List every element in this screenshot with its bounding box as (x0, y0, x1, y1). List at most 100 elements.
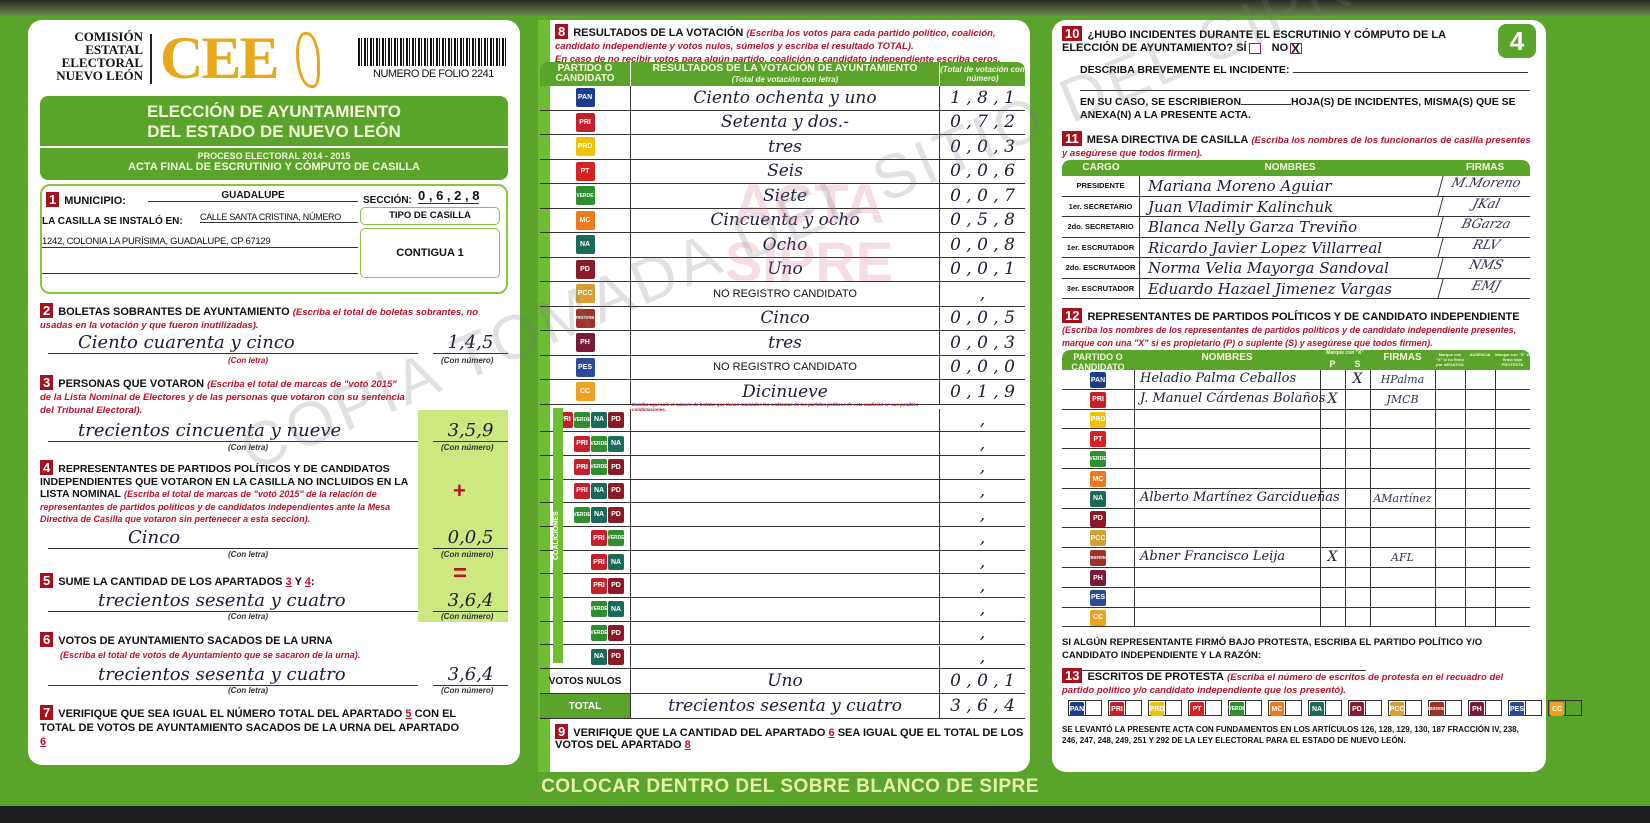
official-name[interactable]: Blanca Nelly Garza Treviño (1148, 218, 1358, 236)
official-name[interactable]: Eduardo Hazael Jimenez Vargas (1148, 279, 1392, 298)
official-name[interactable]: Juan Vladimir Kalinchuk (1148, 197, 1334, 216)
escrito-count[interactable] (1205, 701, 1221, 715)
escrito-box-cc[interactable]: CC (1548, 700, 1582, 716)
number-cell[interactable]: , (940, 646, 1025, 669)
escrito-box-pcc[interactable]: PCC (1388, 700, 1422, 716)
escrito-box-mc[interactable]: MC (1268, 700, 1302, 716)
number-cell[interactable]: 0 , 1 , 9 (940, 380, 1025, 404)
escrito-box-pan[interactable]: PAN (1068, 700, 1102, 716)
letter-cell[interactable] (631, 645, 940, 669)
escrito-count[interactable] (1445, 701, 1461, 715)
escrito-box-pd[interactable]: PD (1348, 700, 1382, 716)
letter-cell[interactable] (631, 432, 940, 455)
letter-cell[interactable] (631, 503, 940, 526)
number-cell[interactable]: 0 , 0 , 0 (940, 356, 1025, 380)
letter-cell[interactable] (631, 574, 940, 598)
letter-cell[interactable]: NO REGISTRO CANDIDATO (631, 355, 940, 379)
escrito-box-verde[interactable]: VERDE (1228, 700, 1262, 716)
number-cell[interactable]: , (940, 409, 1025, 432)
number-cell[interactable]: , (940, 282, 1025, 306)
letter-cell[interactable]: Seis (631, 159, 940, 183)
representante-row: NA Alberto Martínez Garcidueñas AMartínez (1062, 488, 1530, 509)
letter-cell[interactable]: Uno (631, 257, 940, 281)
number-cell[interactable]: 0 , 0 , 6 (940, 160, 1025, 184)
incident-field-line-2[interactable] (1080, 90, 1530, 91)
number-cell[interactable]: , (940, 480, 1025, 503)
representante-name[interactable]: Heladio Palma Ceballos (1140, 371, 1297, 386)
number-cell[interactable]: , (940, 527, 1025, 550)
escrito-count[interactable] (1125, 701, 1141, 715)
incident-field[interactable] (1293, 72, 1529, 73)
number-cell[interactable]: 0 , 5 , 8 (940, 209, 1025, 233)
representante-name[interactable]: J. Manuel Cárdenas Bolaños (1140, 390, 1326, 406)
letter-cell[interactable] (631, 479, 940, 503)
escrito-count[interactable] (1085, 701, 1101, 715)
number-cell[interactable]: , (940, 432, 1025, 455)
number-cell[interactable]: 0 , 0 , 3 (940, 135, 1025, 159)
letter-cell[interactable]: Ocho (631, 233, 940, 257)
letter-cell[interactable]: NO REGISTRO CANDIDATO (631, 282, 940, 306)
letter-cell[interactable]: Ciento ochenta y uno (631, 86, 940, 110)
official-name[interactable]: Ricardo Javier Lopez Villarreal (1148, 238, 1383, 257)
letter-cell[interactable]: trecientos sesenta y cuatro (631, 694, 940, 719)
number-cell[interactable]: , (940, 574, 1025, 597)
result-row: PAN Ciento ochenta y uno 1 , 8 , 1 (540, 86, 1025, 111)
mark-p[interactable]: X (1327, 390, 1338, 407)
letter-cell[interactable]: tres (631, 135, 940, 159)
number-cell[interactable]: , (940, 598, 1025, 621)
number-cell[interactable]: , (940, 456, 1025, 479)
letter-cell[interactable] (631, 621, 940, 645)
letter-cell[interactable]: Uno (631, 669, 940, 694)
no-checkbox[interactable]: X (1290, 42, 1303, 55)
escrito-box-prd[interactable]: PRD (1148, 700, 1182, 716)
si-checkbox[interactable] (1248, 42, 1261, 54)
escrito-count[interactable] (1405, 701, 1421, 715)
letter-cell[interactable] (631, 408, 940, 432)
number-cell[interactable]: , (940, 503, 1025, 526)
protesta-field[interactable] (1066, 670, 1366, 671)
escrito-box-na[interactable]: NA (1308, 700, 1342, 716)
letter-cell[interactable] (631, 527, 940, 550)
number-cell[interactable]: , (940, 551, 1025, 574)
number-cell[interactable]: 0 , 0 , 1 (940, 669, 1025, 693)
number-cell[interactable]: 0 , 0 , 1 (940, 258, 1025, 282)
letter-cell[interactable]: tres (631, 331, 940, 355)
escrito-count[interactable] (1325, 701, 1341, 715)
escrito-box-ph[interactable]: PH (1468, 700, 1502, 716)
number-cell[interactable]: 0 , 0 , 3 (940, 331, 1025, 355)
escrito-box-pri[interactable]: PRI (1108, 700, 1142, 716)
letter-cell[interactable] (631, 550, 940, 574)
escrito-count[interactable] (1565, 701, 1581, 715)
escrito-box-pt[interactable]: PT (1188, 700, 1222, 716)
number-cell[interactable]: 0 , 0 , 8 (940, 233, 1025, 257)
letter-cell[interactable]: Setenta y dos.- (631, 110, 940, 134)
escrito-box-pes[interactable]: PES (1508, 700, 1542, 716)
escrito-box-morena[interactable]: morena (1428, 700, 1462, 716)
number-cell[interactable]: 0 , 7 , 2 (940, 111, 1025, 135)
scan-edge-bottom (0, 806, 1650, 823)
escrito-count[interactable] (1165, 701, 1181, 715)
letter-cell[interactable]: Cincuenta y ocho (631, 208, 940, 232)
number-cell[interactable]: , (940, 622, 1025, 645)
escrito-count[interactable] (1485, 701, 1501, 715)
representante-name[interactable]: Alberto Martínez Garcidueñas (1140, 489, 1340, 505)
escrito-count[interactable] (1365, 701, 1381, 715)
escrito-count[interactable] (1245, 701, 1261, 715)
mark-p[interactable]: X (1327, 549, 1338, 566)
escrito-count[interactable] (1525, 701, 1541, 715)
representante-name[interactable]: Abner Francisco Leija (1140, 549, 1286, 565)
number-cell[interactable]: 0 , 0 , 5 (940, 307, 1025, 331)
hojas-field[interactable] (1241, 104, 1292, 105)
letter-cell[interactable]: Siete (631, 184, 940, 208)
escrito-count[interactable] (1285, 701, 1301, 715)
official-name[interactable]: Mariana Moreno Aguiar (1148, 177, 1332, 195)
letter-cell[interactable]: Dicinueve (631, 380, 940, 404)
official-name[interactable]: Norma Velia Mayorga Sandoval (1148, 259, 1389, 277)
letter-cell[interactable] (631, 455, 940, 479)
mark-s[interactable]: X (1352, 371, 1363, 387)
letter-cell[interactable] (631, 598, 940, 621)
number-cell[interactable]: 1 , 8 , 1 (940, 86, 1025, 110)
letter-cell[interactable]: Cinco (631, 306, 940, 330)
number-cell[interactable]: 3 , 6 , 4 (940, 694, 1025, 718)
number-cell[interactable]: 0 , 0 , 7 (940, 184, 1025, 208)
